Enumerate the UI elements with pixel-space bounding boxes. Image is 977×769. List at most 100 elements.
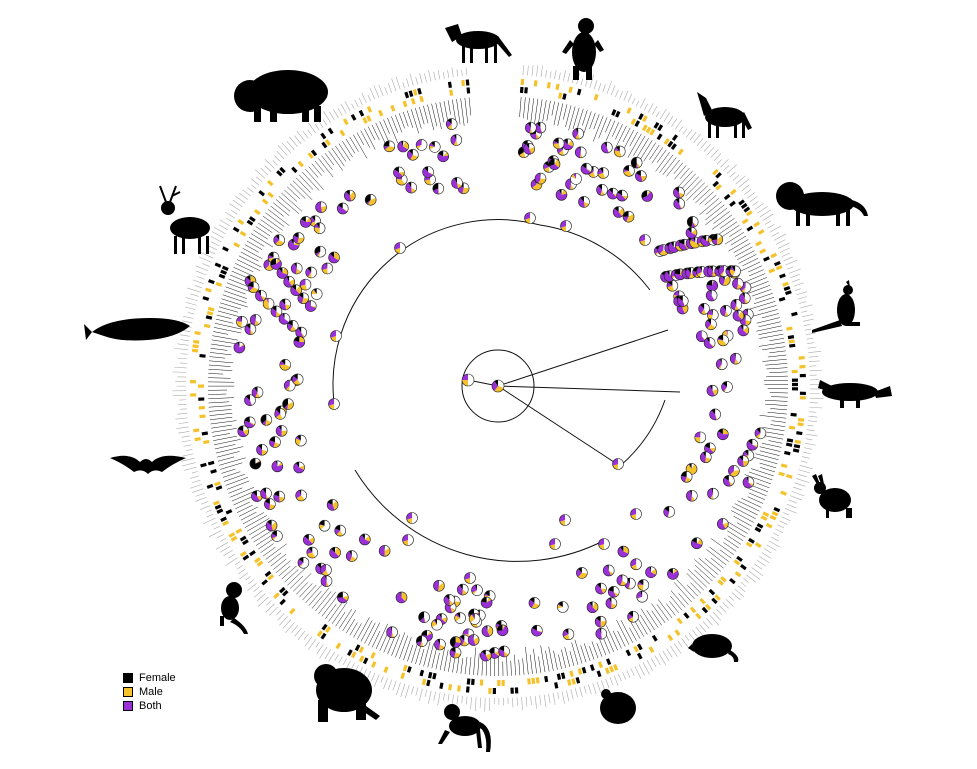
pie-slice [723,265,724,272]
pie-slice [431,141,435,147]
trait-strip-outer [780,490,787,496]
pie-outline [378,545,391,557]
terminal-branch [235,501,250,510]
pie-slice [722,305,726,311]
tip-label-tick [213,526,220,530]
pie-slice [243,425,249,432]
pie-slice [401,174,408,184]
terminal-branch [706,201,722,215]
terminal-branch [551,101,555,116]
pie-slice [462,640,469,646]
pie-slice [677,297,685,307]
trait-strip-inner [220,269,228,275]
pie-slice [722,428,729,435]
pie-slice [422,167,433,178]
tip-label-tick [232,199,243,208]
tip-label-tick [731,592,741,601]
terminal-branch [398,113,405,129]
pie-outline [613,145,626,158]
tip-label-tick [757,206,768,214]
terminal-branch [743,273,766,283]
terminal-branch [338,608,353,629]
pie-slice [736,299,742,310]
pie-slice [602,184,608,195]
pie-outline [728,465,740,477]
pie-slice [233,342,245,354]
tip-label-tick [777,242,790,249]
tip-label-tick [804,328,812,331]
pie-slice [267,520,272,526]
tip-label-tick [367,94,371,102]
terminal-branch [215,318,234,324]
trait-strip-inner [754,526,762,533]
pie-slice [540,127,543,133]
terminal-branch [315,591,332,612]
pie-outline [255,289,267,302]
pie-slice [744,282,746,288]
trait-strip-inner [759,248,767,254]
terminal-branch [305,582,325,604]
pie-slice [645,234,651,246]
terminal-branch [598,117,608,139]
pie-slice [746,308,748,315]
terminal-branch [538,656,542,673]
pie-outline [244,394,256,406]
pie-slice [743,461,749,467]
pie-outline [406,512,418,524]
trait-strip-inner [762,511,770,517]
pie-slice [469,614,475,623]
pie-slice [758,427,766,439]
terminal-branch [238,255,262,268]
pie-slice [614,147,620,152]
pie-slice [276,311,281,317]
pie-slice [449,599,454,606]
pie-outline [729,265,741,278]
pie-outline [746,438,759,451]
pie-slice [519,152,526,158]
trait-strip-outer [740,564,747,571]
terminal-branch [255,226,271,237]
pie-slice [299,562,304,568]
pie-slice [424,166,429,172]
tip-label-tick [187,287,201,293]
terminal-branch [318,591,337,614]
terminal-branch [214,323,242,330]
terminal-branch [565,105,572,128]
trait-strip-inner [780,463,788,469]
tip-label-tick [552,693,556,705]
pie-slice [632,611,639,623]
node-pie [645,566,657,578]
terminal-branch [391,116,399,134]
pie-outline [468,613,481,625]
pie-slice [709,410,717,420]
pie-slice [272,530,277,537]
pie-slice [284,318,289,323]
pie-slice [709,342,715,348]
tip-label-tick [602,84,606,93]
pie-slice [279,496,285,503]
terminal-branch [325,603,337,620]
tip-label-tick [797,473,808,478]
tip-label-tick [428,70,432,82]
tip-label-tick [277,613,285,621]
pie-slice [275,413,283,420]
terminal-branch [255,534,274,546]
pie-slice [400,591,402,598]
pie-outline [612,458,624,470]
pie-slice [296,495,305,501]
terminal-branch [710,557,724,569]
terminal-branch [754,293,773,300]
pie-outline [318,519,331,532]
pie-slice [523,144,532,155]
tip-label-tick [182,462,196,467]
pie-slice [689,463,692,469]
trait-strip-inner [630,118,637,126]
pie-slice [239,343,245,348]
pie-slice [340,525,346,536]
tip-label-tick [809,369,822,372]
terminal-branch [568,106,576,131]
terminal-branch [371,630,381,648]
node-pie [496,624,509,637]
pie-slice [244,396,252,406]
trait-strip-outer [237,219,245,225]
